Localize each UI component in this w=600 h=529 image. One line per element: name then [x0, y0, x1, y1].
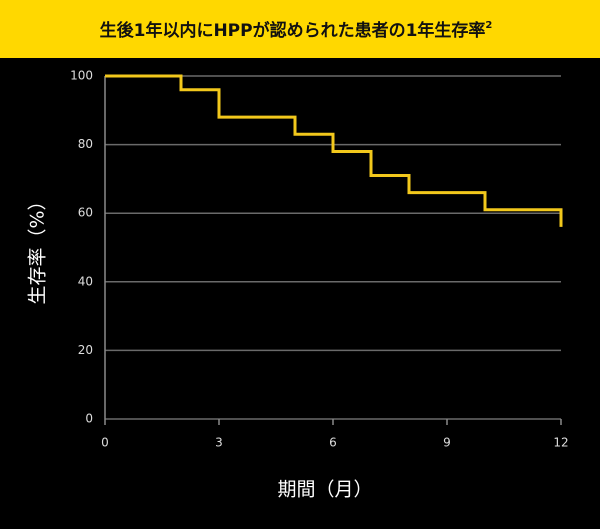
x-tick-label: 3	[215, 436, 223, 450]
x-tick-label: 6	[329, 436, 337, 450]
survival-line	[105, 74, 563, 227]
y-tick-label: 80	[78, 137, 93, 151]
x-tick-label: 0	[101, 436, 109, 450]
title-banner	[0, 0, 600, 58]
title-note: 2	[485, 20, 492, 31]
y-tick-label: 0	[85, 412, 93, 426]
y-tick-label: 40	[78, 274, 93, 288]
x-tick-label: 12	[553, 436, 568, 450]
title-text: 生後1年以内にHPPが認められた患者の1年生存率	[100, 20, 486, 41]
y-axis-label: 生存率（%）	[27, 191, 49, 304]
chart-title: 生後1年以内にHPPが認められた患者の1年生存率2	[100, 20, 493, 41]
x-axis-label: 期間（月）	[277, 479, 372, 501]
y-tick-label: 60	[78, 206, 93, 220]
x-tick-label: 9	[443, 436, 451, 450]
y-tick-label: 20	[78, 343, 93, 357]
y-tick-label: 100	[70, 69, 93, 83]
